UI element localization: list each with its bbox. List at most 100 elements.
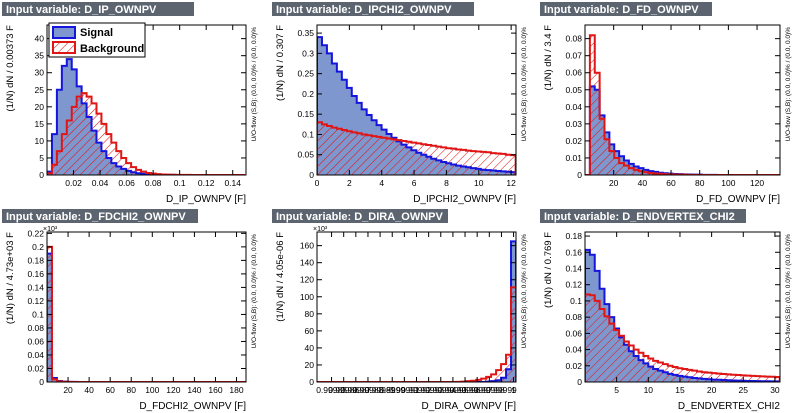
panel-title-bar bbox=[272, 209, 448, 223]
x-tick-label: 0.06 bbox=[118, 178, 135, 188]
uoflow-label: U/O-flow (S,B): (0.0, 0.0)% / (0.0, 0.0)… bbox=[251, 234, 258, 349]
x-tick-label: 120 bbox=[750, 178, 764, 188]
y-tick-label: 0.05 bbox=[565, 85, 582, 95]
y-tick-label: 40 bbox=[305, 343, 315, 353]
y-tick-label: 80 bbox=[305, 309, 315, 319]
histogram-panel-6: Input variable: D_ENDVERTEX_CHI2 5 10 15 20 2… bbox=[540, 209, 792, 412]
y-tick-label: 0 bbox=[309, 377, 314, 387]
x-tick-label: 0.99991 bbox=[389, 385, 420, 395]
panel-title: Input variable: D_FDCHI2_OWNPV bbox=[6, 211, 186, 223]
y-exponent-label: ×10³ bbox=[43, 226, 58, 233]
x-tick-label: 100 bbox=[721, 178, 735, 188]
x-tick-label: 0.1 bbox=[174, 178, 186, 188]
y-tick-label: 0.04 bbox=[565, 102, 582, 112]
histogram-panel-2: Input variable: D_IPCHI2_OWNPV 0 2 4 6 8 10 12 0… bbox=[272, 2, 528, 205]
panel-title: Input variable: D_IP_OWNPV bbox=[6, 4, 157, 16]
y-axis-label: (1/N) dN / 4.05e-06 F bbox=[275, 232, 286, 322]
x-tick-label: 0.99987 bbox=[340, 385, 371, 395]
background-outline bbox=[585, 293, 780, 382]
plot-area bbox=[317, 240, 516, 382]
y-axis-label: (1/N) dN / 4.73e+03 F bbox=[5, 232, 16, 324]
background-hatch bbox=[47, 93, 245, 175]
y-tick-label: 15 bbox=[35, 119, 45, 129]
y-tick-label: 140 bbox=[300, 258, 314, 268]
background-hatch bbox=[585, 294, 780, 382]
panel-title-bar bbox=[540, 2, 712, 16]
y-exponent-label: ×10³ bbox=[313, 226, 328, 233]
background-hatch bbox=[585, 35, 780, 175]
y-tick-label: 0.3 bbox=[302, 48, 314, 58]
y-tick-label: 0 bbox=[39, 377, 44, 387]
panel-title: Input variable: D_DIRA_OWNPV bbox=[276, 211, 444, 223]
plot-frame bbox=[46, 231, 247, 383]
y-tick-label: 0 bbox=[577, 377, 582, 387]
y-tick-label: 0.08 bbox=[27, 323, 44, 333]
panel-title: Input variable: D_FD_OWNPV bbox=[544, 4, 699, 16]
panel-title-bar bbox=[540, 209, 746, 223]
y-tick-label: 0 bbox=[309, 170, 314, 180]
x-tick-label: 0.99986 bbox=[328, 385, 359, 395]
x-tick-label: 0.08 bbox=[145, 178, 162, 188]
x-tick-label: 0 bbox=[315, 178, 320, 188]
y-tick-label: 0.15 bbox=[297, 109, 314, 119]
uoflow-label: U/O-flow (S,B): (0.0, 0.0)% / (0.0, 0.0)… bbox=[521, 27, 528, 142]
y-tick-label: 0.12 bbox=[27, 296, 44, 306]
y-tick-label: 0.2 bbox=[302, 89, 314, 99]
plot-area bbox=[585, 248, 780, 382]
panel-title: Input variable: D_IPCHI2_OWNPV bbox=[276, 4, 452, 16]
panel-title-bar bbox=[2, 2, 194, 16]
background-outline bbox=[585, 34, 780, 175]
x-tick-label: 25 bbox=[739, 385, 749, 395]
x-tick-label: 0.99994 bbox=[425, 385, 456, 395]
histogram-panel-4: Input variable: D_FDCHI2_OWNPV 20 40 60 80 10… bbox=[2, 209, 258, 412]
x-tick-label: 0.99989 bbox=[365, 385, 396, 395]
y-tick-label: 0.02 bbox=[565, 361, 582, 371]
x-tick-label: 0.99998 bbox=[474, 385, 505, 395]
signal-outline bbox=[585, 248, 780, 382]
y-tick-label: 0.07 bbox=[565, 51, 582, 61]
y-tick-label: 0.08 bbox=[565, 34, 582, 44]
y-tick-label: 0 bbox=[39, 170, 44, 180]
x-tick-label: 40 bbox=[84, 385, 94, 395]
y-tick-label: 20 bbox=[35, 102, 45, 112]
x-tick-label: 15 bbox=[675, 385, 685, 395]
x-tick-label: 8 bbox=[444, 178, 449, 188]
y-tick-label: 160 bbox=[300, 241, 314, 251]
x-tick-label: 100 bbox=[145, 385, 159, 395]
y-tick-label: 0.18 bbox=[565, 231, 582, 241]
x-tick-label: 0.99992 bbox=[401, 385, 432, 395]
y-tick-label: 0.1 bbox=[570, 296, 582, 306]
x-tick-label: 140 bbox=[187, 385, 201, 395]
x-axis-label: D_FDCHI2_OWNPV [F] bbox=[139, 401, 246, 412]
x-axis-label: D_DIRA_OWNPV [F] bbox=[422, 401, 517, 412]
x-tick-label: 4 bbox=[379, 178, 384, 188]
x-axis-label: D_IPCHI2_OWNPV [F] bbox=[413, 194, 516, 205]
plot-frame-border bbox=[316, 24, 517, 176]
x-tick-label: 20 bbox=[609, 178, 619, 188]
y-axis-label: (1/N) dN / 0.307 F bbox=[275, 25, 286, 101]
y-tick-label: 0.1 bbox=[32, 309, 44, 319]
panel-title: Input variable: D_ENDVERTEX_CHI2 bbox=[544, 211, 735, 223]
y-tick-label: 120 bbox=[300, 275, 314, 285]
y-tick-label: 0.22 bbox=[27, 228, 44, 238]
x-tick-label: 0.99985 bbox=[316, 385, 347, 395]
x-tick-label: 40 bbox=[638, 178, 648, 188]
y-tick-label: 0.16 bbox=[27, 269, 44, 279]
x-tick-label: 0.99988 bbox=[353, 385, 384, 395]
uoflow-label: U/O-flow (S,B): (0.0, 0.0)% / (0.0, 0.0)… bbox=[785, 234, 792, 349]
histogram-panel-3: Input variable: D_FD_OWNPV 20 40 60 80 100 120… bbox=[540, 2, 792, 205]
legend-background-label: Background bbox=[80, 43, 144, 55]
plot-area bbox=[585, 34, 780, 175]
signal-outline bbox=[47, 58, 245, 175]
signal-outline bbox=[317, 36, 516, 175]
plot-frame-border bbox=[46, 231, 247, 383]
x-axis-label: D_ENDVERTEX_CHI2 bbox=[678, 401, 781, 412]
x-tick-label: 0.12 bbox=[198, 178, 215, 188]
x-tick-label: 0.99993 bbox=[413, 385, 444, 395]
x-tick-label: 180 bbox=[229, 385, 243, 395]
plot-frame-border bbox=[584, 231, 781, 383]
y-tick-label: 0.14 bbox=[27, 282, 44, 292]
y-tick-label: 0.06 bbox=[565, 68, 582, 78]
y-tick-label: 0.06 bbox=[565, 328, 582, 338]
x-tick-label: 0.02 bbox=[65, 178, 82, 188]
